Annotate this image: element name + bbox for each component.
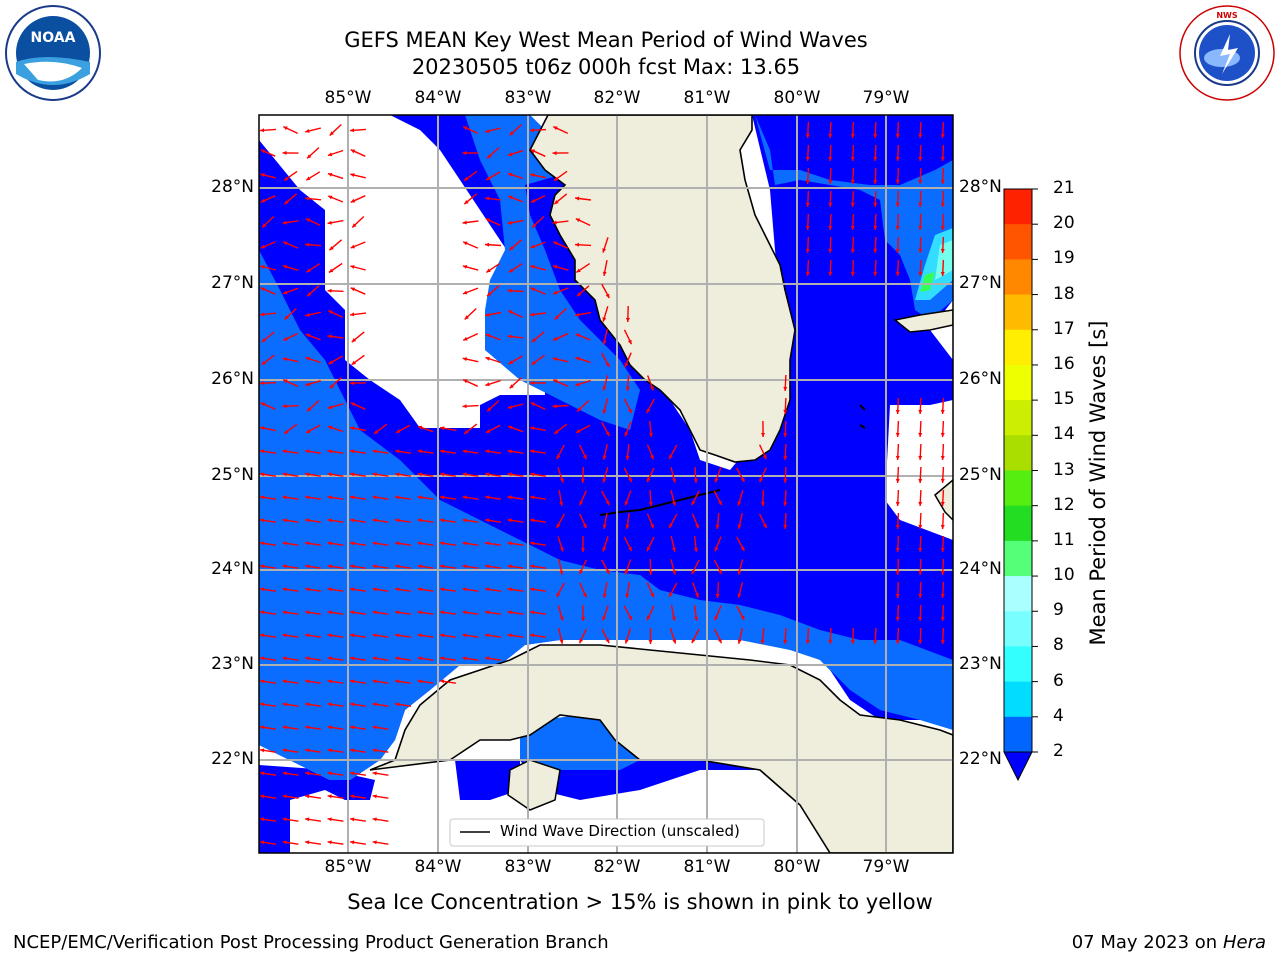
- map-subtitle: 20230505 t06z 000h fcst Max: 13.65: [411, 55, 801, 79]
- wind-arrows: [259, 121, 945, 845]
- colorbar-segment: [1004, 400, 1032, 436]
- map-title: GEFS MEAN Key West Mean Period of Wind W…: [344, 28, 868, 52]
- colorbar-segment: [1004, 576, 1032, 612]
- colorbar-tick-label: 12: [1053, 494, 1075, 515]
- colorbar-segment: [1004, 540, 1032, 577]
- lon-label-top: 83°W: [504, 88, 552, 108]
- lat-label-left: 22°N: [211, 749, 254, 769]
- colorbar-tick-label: 17: [1053, 318, 1075, 339]
- lat-label-right: 26°N: [959, 369, 1002, 389]
- lat-label-right: 22°N: [959, 749, 1002, 769]
- lat-label-right: 24°N: [959, 559, 1002, 579]
- lat-label-right: 27°N: [959, 273, 1002, 293]
- colorbar: [1003, 188, 1038, 782]
- lon-label-bottom: 81°W: [683, 857, 731, 877]
- colorbar-tick-label: 8: [1053, 635, 1064, 656]
- legend-label: Wind Wave Direction (unscaled): [500, 822, 740, 840]
- lon-label-top: 80°W: [773, 88, 821, 108]
- colorbar-tick-label: 2: [1053, 741, 1064, 761]
- colorbar-tick-label: 4: [1053, 705, 1064, 726]
- map-area: [259, 115, 953, 853]
- legend: [449, 818, 765, 847]
- svg-text:NWS: NWS: [1216, 11, 1238, 20]
- noaa-logo: NOAA: [4, 4, 102, 102]
- colorbar-tick-label: 11: [1053, 529, 1075, 550]
- colorbar-segment: [1004, 435, 1032, 471]
- colorbar-tick-label: 19: [1053, 248, 1075, 269]
- footer-date-text: 07 May 2023 on: [1071, 932, 1218, 953]
- lon-label-bottom: 82°W: [593, 857, 641, 877]
- colorbar-segment: [1004, 189, 1032, 225]
- colorbar-segment: [1004, 329, 1032, 366]
- lon-label-top: 81°W: [683, 88, 731, 108]
- sea-ice-note: Sea Ice Concentration > 15% is shown in …: [347, 890, 933, 914]
- lon-label-bottom: 83°W: [504, 857, 552, 877]
- lat-label-right: 28°N: [959, 177, 1002, 197]
- lat-label-left: 23°N: [211, 654, 254, 674]
- lon-label-top: 85°W: [324, 88, 372, 108]
- colorbar-tick-label: 20: [1053, 213, 1075, 234]
- colorbar-tick-label: 14: [1053, 424, 1075, 445]
- colorbar-tick-label: 6: [1053, 670, 1064, 691]
- lat-label-left: 26°N: [211, 369, 254, 389]
- colorbar-segment: [1004, 681, 1032, 718]
- svg-text:NOAA: NOAA: [31, 30, 76, 46]
- lat-label-right: 23°N: [959, 654, 1002, 674]
- lon-label-bottom: 84°W: [414, 857, 462, 877]
- map-frame: [258, 114, 954, 854]
- lat-label-right: 25°N: [959, 465, 1002, 485]
- lon-label-bottom: 80°W: [773, 857, 821, 877]
- colorbar-segment: [1004, 294, 1032, 331]
- lon-label-bottom: 85°W: [324, 857, 372, 877]
- colorbar-title: Mean Period of Wind Waves [s]: [1086, 320, 1110, 646]
- colorbar-tick-label: 13: [1053, 459, 1075, 480]
- colorbar-tick-label: 15: [1053, 389, 1075, 410]
- footer-branch: NCEP/EMC/Verification Post Processing Pr…: [13, 932, 609, 953]
- lon-label-top: 82°W: [593, 88, 641, 108]
- colorbar-tick-label: 10: [1053, 565, 1075, 586]
- florida-land: [529, 115, 796, 463]
- colorbar-segment: [1004, 364, 1032, 401]
- colorbar-segment: [1004, 611, 1032, 647]
- footer-machine: Hera: [1222, 932, 1266, 953]
- colorbar-tick-label: 18: [1053, 283, 1075, 304]
- colorbar-segment: [1004, 470, 1032, 507]
- nws-logo: NWS: [1178, 4, 1276, 102]
- lon-label-bottom: 79°W: [862, 857, 910, 877]
- colorbar-segment: [1004, 646, 1032, 683]
- lat-label-left: 24°N: [211, 559, 254, 579]
- footer-date: 07 May 2023 on Hera: [1072, 932, 1266, 953]
- lon-label-top: 79°W: [862, 88, 910, 108]
- lat-label-left: 25°N: [211, 465, 254, 485]
- cuba-land: [369, 644, 953, 853]
- lat-label-left: 28°N: [211, 177, 254, 197]
- lat-label-left: 27°N: [211, 273, 254, 293]
- colorbar-segment: [1004, 505, 1032, 542]
- lon-label-top: 84°W: [414, 88, 462, 108]
- colorbar-under-triangle: [1003, 751, 1033, 782]
- gridlines: [259, 115, 953, 853]
- colorbar-tick-label: 9: [1053, 600, 1064, 621]
- colorbar-tick-label: 21: [1053, 178, 1075, 198]
- green-patch: [920, 272, 935, 292]
- colorbar-segment: [1004, 259, 1032, 296]
- colorbar-segment: [1004, 716, 1032, 753]
- colorbar-tick-label: 16: [1053, 353, 1075, 374]
- colorbar-segment: [1004, 224, 1032, 260]
